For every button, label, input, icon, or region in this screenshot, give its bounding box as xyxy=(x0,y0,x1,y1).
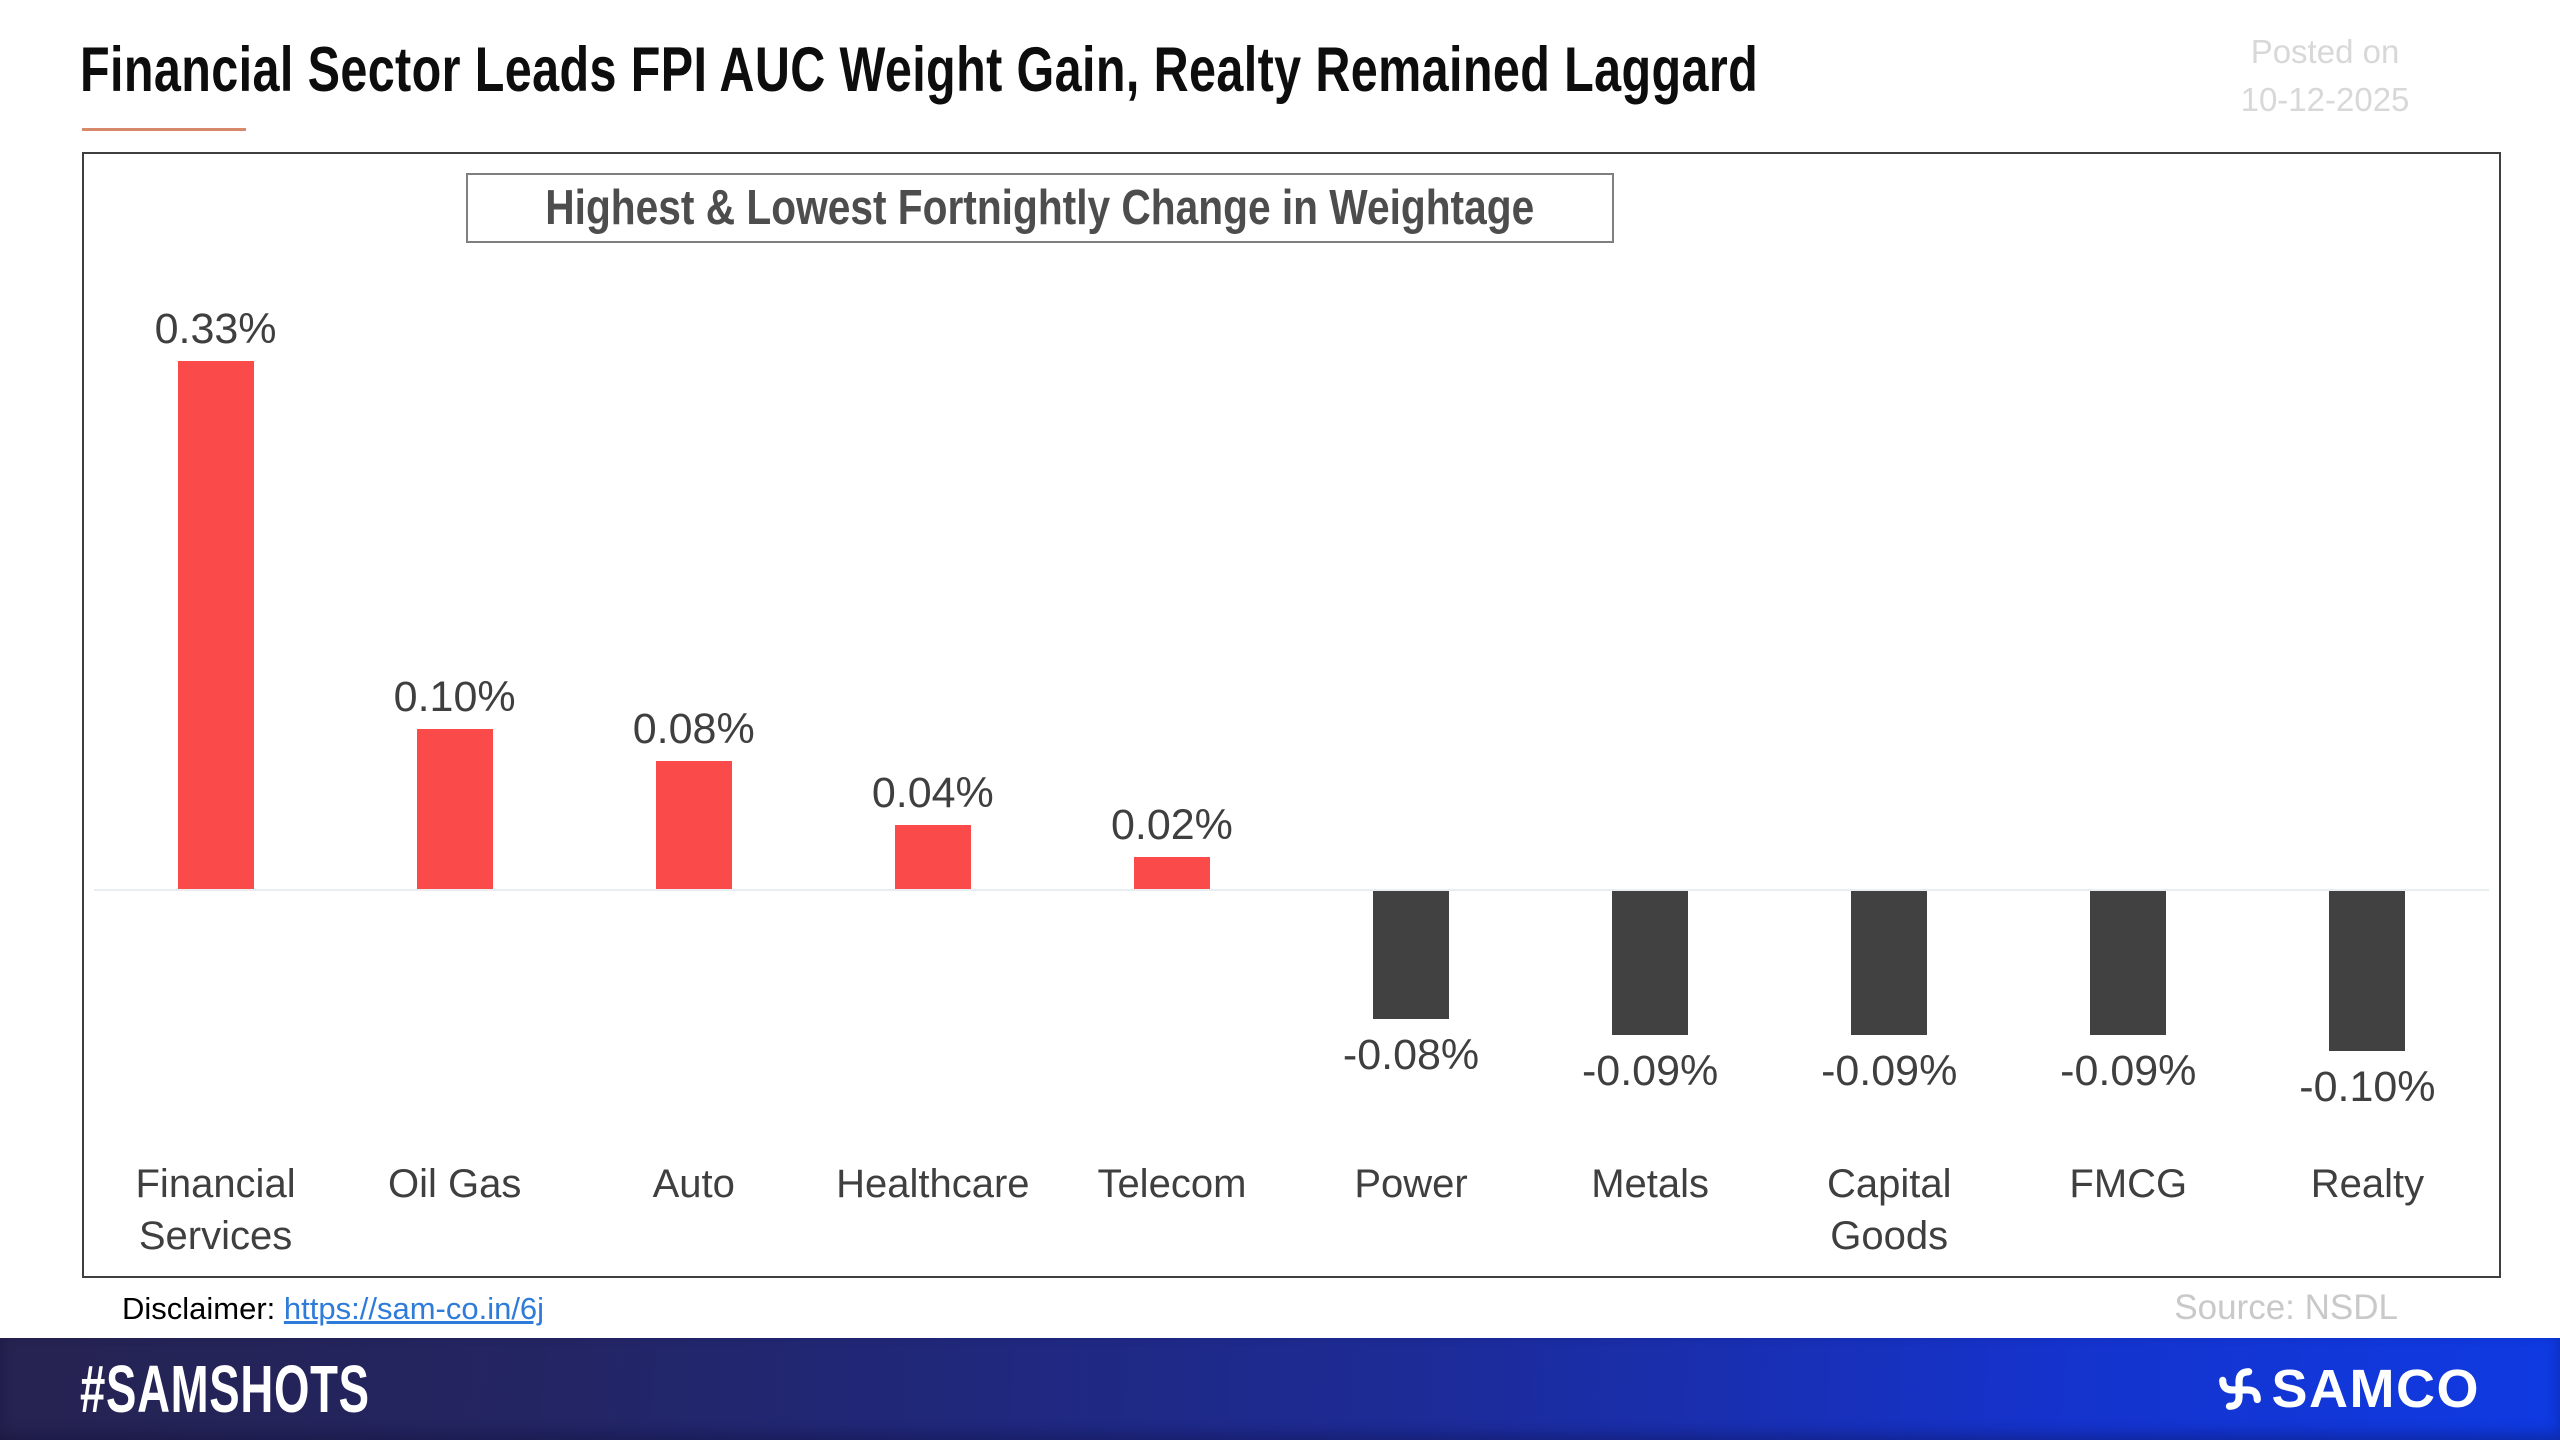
bar-band: -0.09% xyxy=(2009,154,2248,1276)
samshots-hashtag: #SAMSHOTS xyxy=(80,1351,370,1427)
bar xyxy=(1373,891,1450,1019)
bar-series: 0.33% 0.10% 0.08% 0.04% 0.02% -0.08% -0.09% -0.… xyxy=(96,154,2487,1276)
chart-title-box: Highest & Lowest Fortnightly Change in W… xyxy=(466,173,1614,243)
bar-band: -0.09% xyxy=(1531,154,1770,1276)
bar-band: 0.10% xyxy=(335,154,574,1276)
posted-on-stamp: Posted on 10-12-2025 xyxy=(2185,28,2465,124)
bar-band: 0.33% xyxy=(96,154,335,1276)
category-label: Healthcare xyxy=(836,1162,1030,1206)
bar xyxy=(894,825,971,889)
bar xyxy=(1133,857,1210,889)
posted-on-label: Posted on xyxy=(2250,33,2400,70)
bar xyxy=(1612,891,1689,1035)
samco-pinwheel-icon xyxy=(2218,1368,2261,1410)
bar xyxy=(416,729,493,889)
value-label: 0.02% xyxy=(1110,801,1233,849)
value-label: 0.04% xyxy=(871,769,994,817)
bar-band: 0.08% xyxy=(574,154,813,1276)
bar-band: -0.10% xyxy=(2248,154,2487,1276)
source-credit: Source: NSDL xyxy=(2174,1288,2398,1327)
category-label: Realty xyxy=(2310,1162,2425,1206)
category-label: Financial Services xyxy=(135,1162,296,1258)
disclaimer-link[interactable]: https://sam-co.in/6j xyxy=(283,1291,545,1326)
bar xyxy=(2090,891,2167,1035)
bar-plot: 0.33% 0.10% 0.08% 0.04% 0.02% -0.08% -0.09% -0.… xyxy=(84,154,2499,1276)
disclaimer-label: Disclaimer: xyxy=(122,1291,284,1326)
bar xyxy=(1851,891,1928,1035)
category-label: FMCG xyxy=(2069,1162,2188,1206)
value-label: 0.10% xyxy=(393,673,516,721)
category-label: Telecom xyxy=(1097,1162,1247,1206)
value-label: 0.08% xyxy=(632,705,755,753)
value-label: -0.08% xyxy=(1342,1031,1480,1079)
bar-band: -0.09% xyxy=(1770,154,2009,1276)
zero-axis-line xyxy=(94,889,2489,891)
chart-title: Highest & Lowest Fortnightly Change in W… xyxy=(545,181,1535,235)
bar xyxy=(2329,891,2406,1051)
disclaimer: Disclaimer: https://sam-co.in/6j xyxy=(122,1291,544,1327)
samco-wordmark: SAMCO xyxy=(2271,1359,2480,1419)
bar xyxy=(655,761,732,889)
category-axis: Financial Services Oil Gas Auto Healthcare T… xyxy=(96,1158,2487,1262)
bar-band: 0.02% xyxy=(1052,154,1291,1276)
category-label: Power xyxy=(1354,1162,1468,1206)
bar-band: -0.08% xyxy=(1291,154,1530,1276)
value-label: -0.09% xyxy=(1821,1047,1958,1095)
value-label: -0.09% xyxy=(1581,1047,1719,1095)
value-label: -0.09% xyxy=(2060,1047,2197,1095)
chart-area: Highest & Lowest Fortnightly Change in W… xyxy=(82,152,2501,1278)
posted-on-date: 10-12-2025 xyxy=(2240,80,2410,118)
value-label: -0.10% xyxy=(2299,1063,2436,1111)
bar-band: 0.04% xyxy=(813,154,1052,1276)
value-label: 0.33% xyxy=(154,305,277,353)
page-title: Financial Sector Leads FPI AUC Weight Ga… xyxy=(80,35,1759,105)
category-label: Auto xyxy=(652,1162,735,1206)
title-accent-underline xyxy=(82,128,246,131)
category-label: Capital Goods xyxy=(1826,1162,1952,1258)
brand-bar: #SAMSHOTS SAMCO xyxy=(0,1338,2560,1440)
bar xyxy=(177,361,254,889)
category-label: Metals xyxy=(1591,1162,1710,1206)
category-label: Oil Gas xyxy=(387,1162,522,1206)
samco-logo: SAMCO xyxy=(2216,1358,2481,1420)
